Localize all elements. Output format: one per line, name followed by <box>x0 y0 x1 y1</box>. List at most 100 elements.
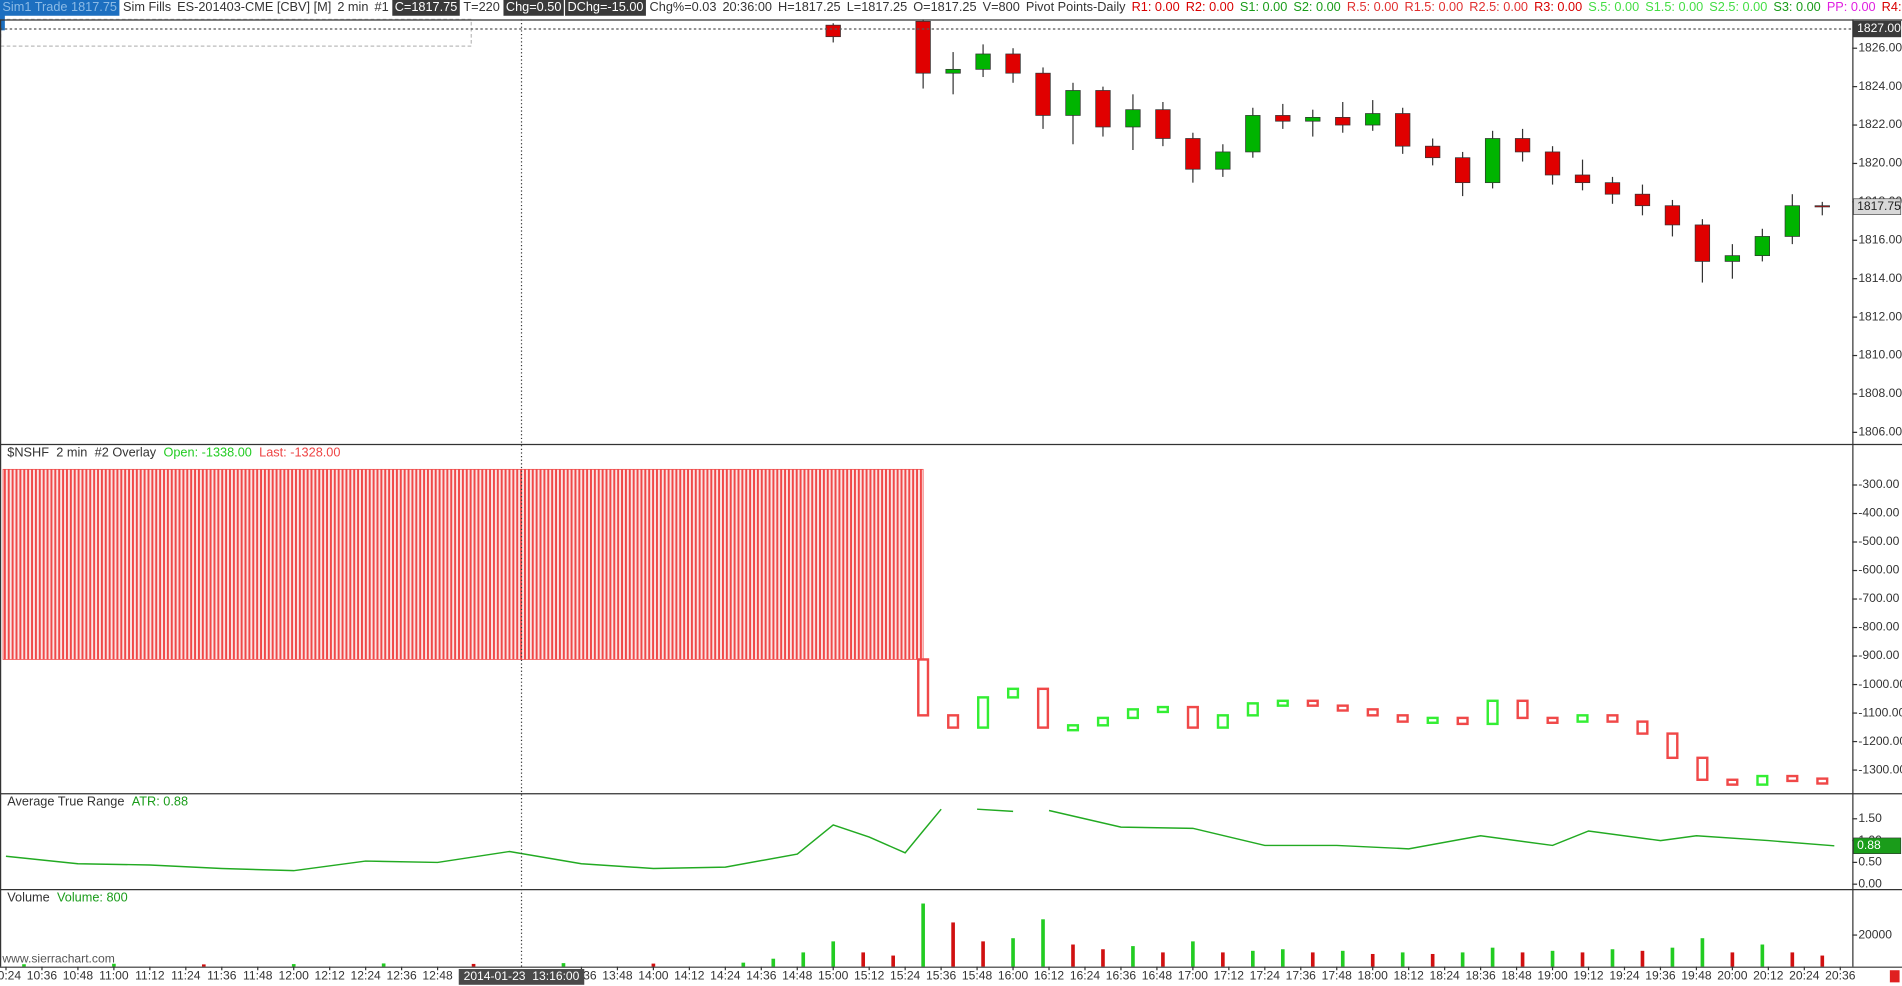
x-tick-label: 12:48 <box>422 969 453 983</box>
overlay-bar <box>1096 716 1110 727</box>
candle-body <box>1335 116 1351 126</box>
volume-bar <box>1310 952 1315 967</box>
volume-bar <box>981 941 985 967</box>
x-tick-label: 18:36 <box>1465 969 1496 983</box>
x-tick-label: 16:48 <box>1142 969 1173 983</box>
x-tick-label: 19:36 <box>1645 969 1676 983</box>
header-text: S.5: 0.00 <box>1588 0 1639 14</box>
volume-bar <box>921 903 925 967</box>
volume-bar <box>1101 949 1105 967</box>
header-text: ES-201403-CME [CBV] [M] <box>177 0 331 14</box>
header-text: 20:36:00 <box>722 0 772 14</box>
candle-body <box>1754 236 1770 257</box>
x-tick-label: 13:48 <box>602 969 633 983</box>
overlay-bar <box>1216 714 1229 729</box>
x-tick-label: 16:00 <box>998 969 1029 983</box>
x-tick-label: 17:24 <box>1250 969 1281 983</box>
header-text: C=1817.75 <box>395 0 458 14</box>
price-tag-label: 1827.00 <box>1857 21 1901 35</box>
overlay-bar <box>1516 699 1529 720</box>
overlay-bar <box>1366 708 1379 717</box>
overlay-bar <box>1726 778 1739 786</box>
candle-body <box>1544 151 1561 176</box>
x-tick-label: 16:12 <box>1034 969 1065 983</box>
x-tick-label: 20:00 <box>1717 969 1748 983</box>
header-text: R3: 0.00 <box>1534 0 1582 14</box>
header-text: Chg%=0.03 <box>650 0 717 14</box>
volume-bar <box>1460 952 1465 967</box>
volume-bar <box>1041 919 1045 967</box>
volume-bar <box>381 963 386 967</box>
candle-body <box>1065 90 1081 116</box>
crosshair-label-bg <box>458 969 585 985</box>
overlay-bar <box>917 658 930 717</box>
overlay-bar <box>1696 756 1709 781</box>
header-text: L=1817.25 <box>847 0 907 14</box>
overlay-bar <box>1606 714 1619 723</box>
header-text: H=1817.25 <box>778 0 841 14</box>
candle-body <box>1125 109 1141 128</box>
header-text: R1.5: 0.00 <box>1405 0 1464 14</box>
header-text: Sim1 Trade 1817.75 <box>2 0 117 14</box>
candle-body <box>1245 115 1261 153</box>
overlay-bar <box>1486 699 1499 726</box>
y-tick-label: 0.50 <box>1858 855 1882 869</box>
volume-bar <box>561 963 566 967</box>
y-tick-label: -900.00 <box>1858 648 1899 662</box>
overlay-bar <box>977 696 990 729</box>
price-tag-label: 0.88 <box>1857 838 1881 852</box>
candle-body <box>1185 138 1201 170</box>
volume-bar <box>1280 949 1285 967</box>
volume-bar <box>1011 938 1015 967</box>
overlay-bar <box>1546 716 1559 724</box>
header-text: O=1817.25 <box>913 0 976 14</box>
volume-bar <box>1700 938 1705 967</box>
header-text: R.5: 0.00 <box>1347 0 1399 14</box>
volume-bar <box>801 952 806 967</box>
volume-bar <box>291 964 296 967</box>
y-tick-label: -1200.00 <box>1858 734 1902 748</box>
x-tick-label: 16:36 <box>1106 969 1137 983</box>
x-tick-label: 11:00 <box>99 969 129 983</box>
header-text: R2.5: 0.00 <box>1469 0 1528 14</box>
x-tick-label: 15:24 <box>890 969 921 983</box>
price-tag-label: 1817.75 <box>1857 199 1901 213</box>
y-tick-label: 1814.00 <box>1858 271 1902 285</box>
header-text: Volume: 800 <box>57 889 128 904</box>
candle-body <box>915 20 931 74</box>
volume-bar <box>651 963 656 967</box>
header-text: S2.5: 0.00 <box>1709 0 1767 14</box>
header-text: Open: -1338.00 <box>163 444 251 459</box>
header-text: R2: 0.00 <box>1186 0 1234 14</box>
candle-body <box>1784 205 1800 237</box>
volume-bar <box>1820 955 1825 967</box>
candle-body <box>1634 193 1651 207</box>
crosshair-label: 2014-01-23 13:16:00 <box>464 969 580 983</box>
x-tick-label: 15:36 <box>926 969 957 983</box>
candle-body <box>1095 90 1111 128</box>
x-tick-label: 19:00 <box>1537 969 1568 983</box>
x-tick-label: 11:12 <box>135 969 165 983</box>
overlay-bar <box>1456 716 1469 726</box>
header-text: 2 min <box>337 0 368 14</box>
x-tick-label: 12:36 <box>386 969 417 983</box>
candle-body <box>1604 182 1621 195</box>
x-tick-label: 14:00 <box>638 969 669 983</box>
label-bg <box>0 14 5 31</box>
header-text: S2: 0.00 <box>1293 0 1340 14</box>
candle-body <box>1005 53 1021 74</box>
y-tick-label: 1808.00 <box>1858 386 1902 400</box>
overlay-bar <box>1576 714 1589 723</box>
overlay-bar <box>1306 699 1319 707</box>
label-bg <box>503 0 564 16</box>
candle-body <box>1514 138 1531 153</box>
x-tick-label: 17:00 <box>1178 969 1209 983</box>
header-text: 2 min <box>56 444 87 459</box>
candle-body <box>1215 151 1231 170</box>
x-tick-label: 18:00 <box>1358 969 1389 983</box>
x-tick-label: 19:12 <box>1573 969 1604 983</box>
x-tick-label: 14:36 <box>746 969 777 983</box>
candle-body <box>945 68 961 74</box>
label-bg <box>565 0 646 16</box>
